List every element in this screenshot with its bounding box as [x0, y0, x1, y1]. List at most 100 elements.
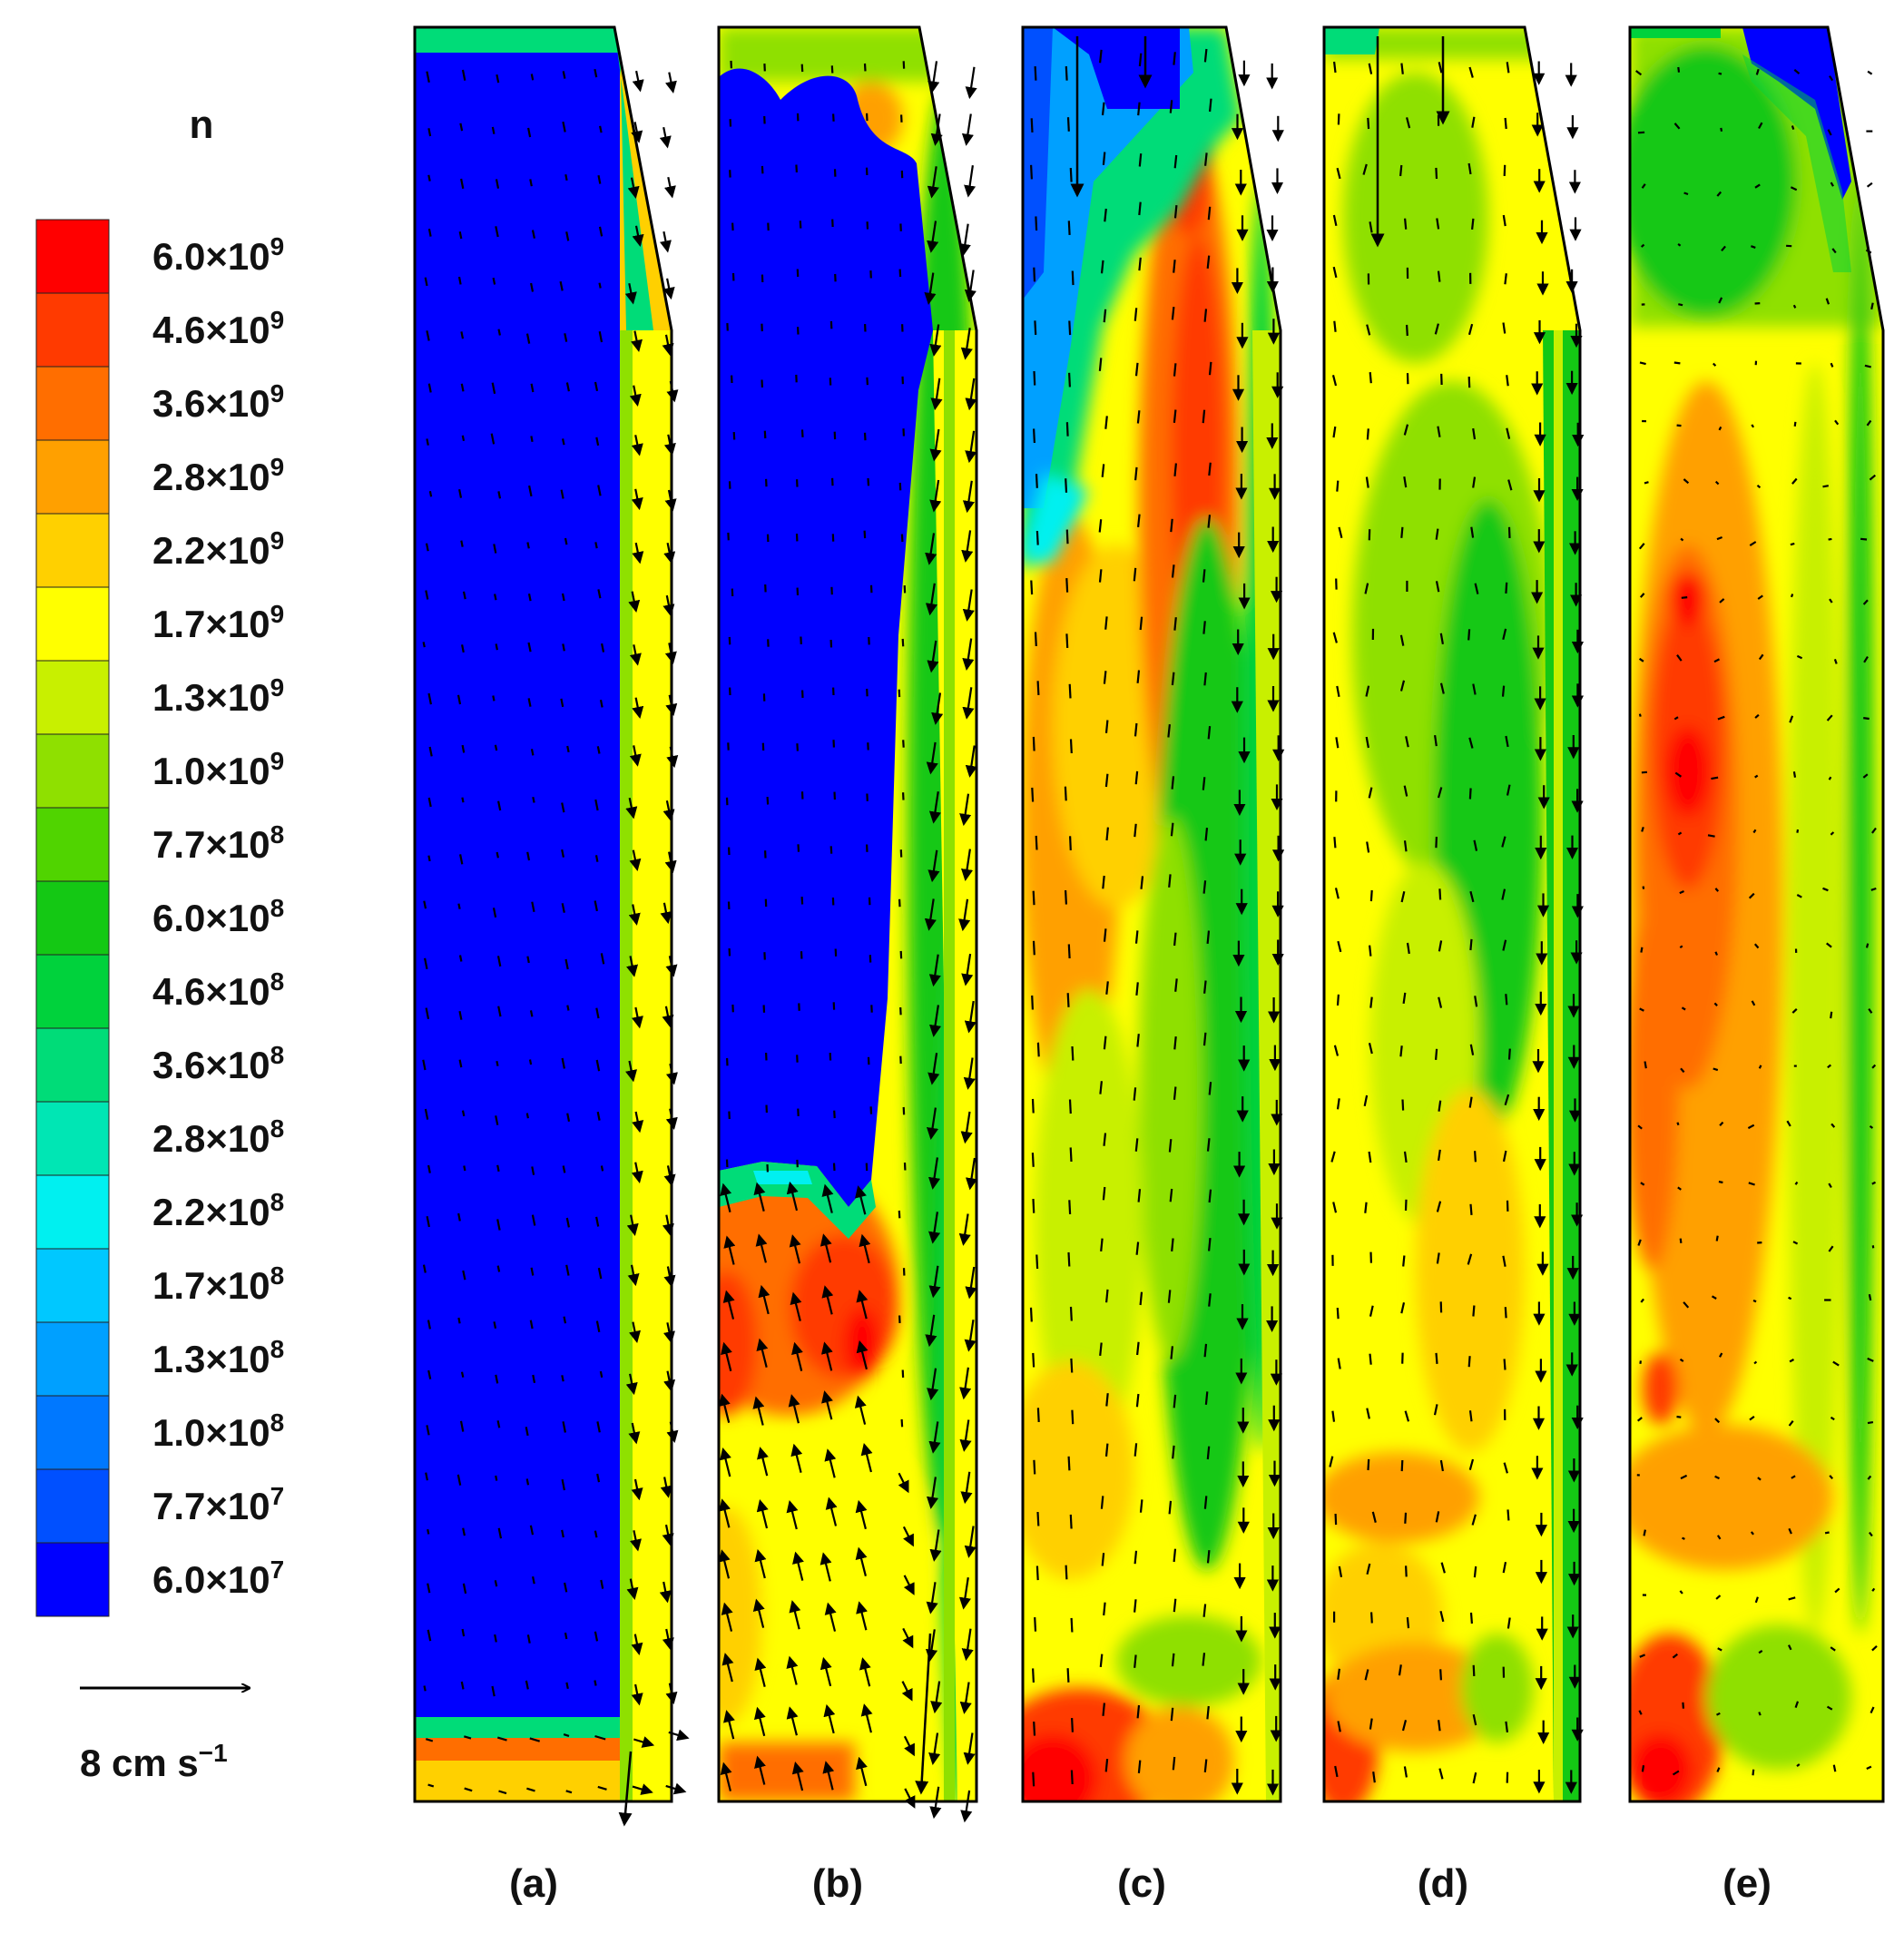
velocity-vector: [758, 1284, 770, 1315]
legend-swatch: [35, 733, 110, 809]
velocity-vector: [832, 1163, 836, 1172]
velocity-vector: [525, 333, 531, 344]
velocity-vector: [1639, 1007, 1644, 1012]
velocity-vector: [1753, 943, 1760, 949]
velocity-vector: [1173, 260, 1176, 273]
velocity-vector: [665, 1063, 678, 1085]
velocity-vector: [1369, 221, 1373, 233]
velocity-vector: [1139, 616, 1143, 631]
scale-arrow-label: 8 cm s−1: [80, 1739, 228, 1784]
velocity-vector: [960, 1790, 973, 1823]
velocity-vector: [1830, 1123, 1836, 1128]
velocity-vector: [594, 799, 599, 811]
velocity-vector: [1474, 1151, 1477, 1163]
velocity-vector: [526, 956, 530, 964]
velocity-vector: [1104, 1443, 1109, 1457]
velocity-vector: [562, 71, 566, 79]
velocity-vector: [1067, 1456, 1071, 1471]
velocity-vector: [964, 1000, 977, 1034]
velocity-vector: [1863, 656, 1869, 663]
velocity-vector: [1206, 1446, 1211, 1460]
velocity-vector: [860, 1703, 873, 1733]
velocity-vector: [659, 126, 672, 149]
velocity-vector: [562, 1165, 566, 1173]
velocity-vector: [1758, 1065, 1762, 1069]
velocity-vector: [1035, 835, 1038, 850]
panel-d-outline: [1322, 25, 1582, 1803]
velocity-vector: [966, 1157, 978, 1191]
velocity-vector: [427, 1629, 432, 1642]
velocity-vector: [925, 1314, 937, 1348]
velocity-vector: [1791, 1008, 1798, 1014]
legend: n 6.0×109 4.6×109 3.6×109 2.8×109 2.2×109 1.7…: [35, 103, 284, 1617]
velocity-vector: [496, 1265, 501, 1272]
velocity-vector: [529, 1010, 534, 1017]
velocity-vector: [1203, 309, 1208, 322]
velocity-vector: [1067, 944, 1071, 959]
velocity-vector: [1134, 1443, 1138, 1457]
velocity-vector: [1753, 1360, 1758, 1365]
velocity-vector: [718, 1393, 731, 1423]
velocity-vector: [663, 1266, 676, 1288]
velocity-vector: [824, 1602, 837, 1632]
velocity-vector: [563, 1733, 570, 1737]
velocity-vector: [1136, 1704, 1141, 1719]
velocity-vector: [1435, 1352, 1438, 1364]
velocity-vector: [1034, 632, 1037, 647]
velocity-vector: [721, 1341, 732, 1372]
velocity-vector: [525, 1113, 529, 1119]
velocity-vector: [1036, 1511, 1040, 1526]
velocity-vector: [1369, 1718, 1373, 1730]
legend-swatch: [35, 1101, 110, 1176]
velocity-vector: [1474, 583, 1479, 594]
velocity-vector: [821, 1390, 833, 1420]
velocity-vector: [1134, 770, 1139, 785]
velocity-vector: [1439, 682, 1445, 694]
velocity-vector: [663, 176, 676, 199]
velocity-vector: [664, 851, 677, 873]
velocity-vector: [595, 1216, 600, 1227]
velocity-vector: [1789, 1359, 1795, 1363]
velocity-vector: [1751, 1000, 1756, 1006]
velocity-vector: [461, 435, 466, 442]
velocity-vector: [1679, 1590, 1683, 1595]
velocity-vector: [492, 695, 496, 702]
velocity-vector: [756, 1498, 769, 1529]
velocity-vector: [753, 1182, 766, 1212]
velocity-vector: [1468, 66, 1474, 78]
velocity-vector: [1471, 218, 1475, 231]
velocity-vector: [1203, 1759, 1208, 1773]
velocity-vector: [1824, 1531, 1830, 1535]
velocity-vector: [626, 1214, 639, 1237]
velocity-vector: [1866, 182, 1873, 188]
velocity-vector: [1867, 1357, 1874, 1362]
velocity-vector: [632, 697, 644, 720]
velocity-vector: [902, 740, 905, 748]
velocity-vector: [855, 1546, 868, 1576]
velocity-vector: [1168, 1500, 1173, 1515]
velocity-vector: [1399, 164, 1403, 177]
velocity-vector: [663, 1165, 676, 1187]
velocity-vector: [1718, 297, 1723, 304]
velocity-vector: [1139, 1291, 1143, 1306]
velocity-vector: [925, 1629, 938, 1662]
velocity-vector: [1501, 888, 1507, 900]
velocity-vector: [664, 489, 677, 512]
velocity-vector: [820, 1233, 832, 1263]
velocity-vector: [1032, 1771, 1035, 1787]
velocity-vector: [1203, 1496, 1208, 1509]
velocity-vector-major: [618, 1751, 633, 1827]
velocity-vector: [1104, 1758, 1109, 1772]
velocity-vector: [528, 485, 533, 497]
panel-e-contours: [1630, 27, 1883, 1801]
velocity-vector: [1070, 1358, 1074, 1373]
velocity-vector: [1507, 479, 1513, 491]
velocity-vector: [1174, 978, 1178, 992]
velocity-vector: [1862, 773, 1869, 779]
velocity-vector: [561, 1478, 565, 1491]
velocity-vector: [564, 537, 568, 545]
velocity-vector: [961, 953, 974, 986]
velocity-vector: [790, 1443, 803, 1473]
velocity-vector: [1682, 1536, 1685, 1540]
velocity-vector: [662, 1006, 674, 1028]
